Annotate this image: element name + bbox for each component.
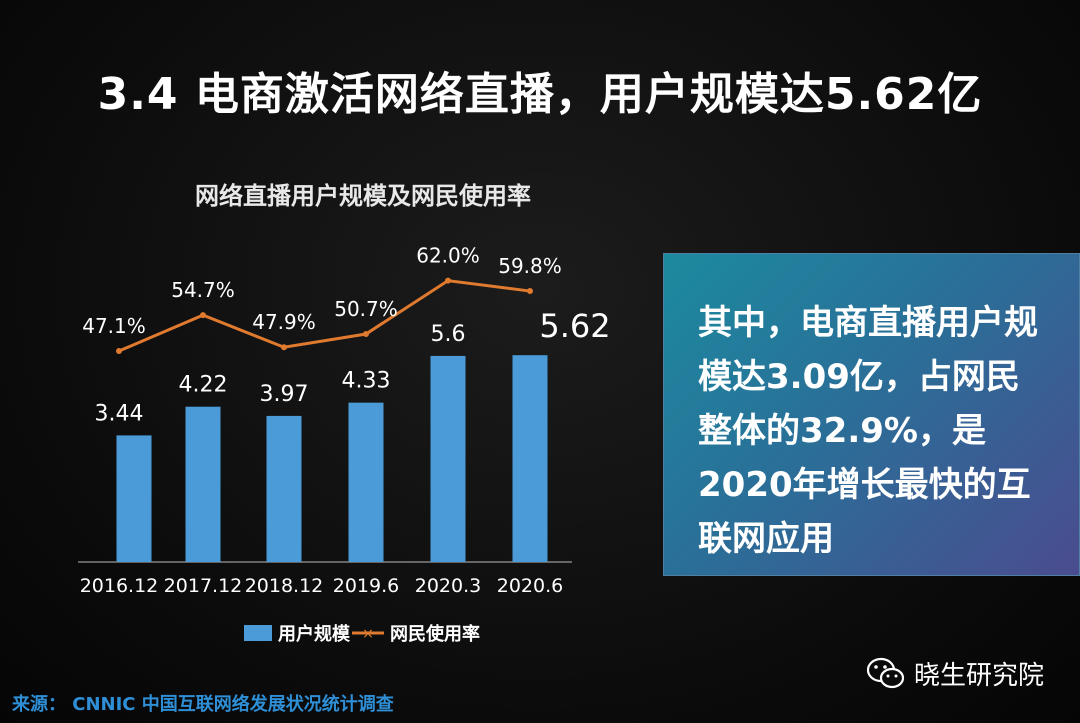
line-point xyxy=(363,331,369,338)
x-tick-label: 2019.6 xyxy=(333,575,399,597)
chart-title: 网络直播用户规模及网民使用率 xyxy=(195,182,531,210)
line-value-label: 47.1% xyxy=(82,314,146,338)
line-point xyxy=(527,288,533,295)
line-point xyxy=(200,312,206,319)
x-tick-label: 2020.6 xyxy=(497,575,563,597)
x-tick-label: 2018.12 xyxy=(245,575,324,597)
legend-marker-line: × xyxy=(362,626,374,642)
x-tick-label: 2020.3 xyxy=(415,575,481,597)
bar-value-label: 3.97 xyxy=(260,382,309,407)
line-value-label: 50.7% xyxy=(334,297,398,321)
source-note: 来源： CNNIC 中国互联网络发展状况统计调查 xyxy=(12,694,394,715)
legend-swatch-bar xyxy=(244,625,272,641)
line-value-label: 62.0% xyxy=(416,244,480,268)
line-value-label: 54.7% xyxy=(171,278,235,302)
watermark: 晓生研究院 xyxy=(866,655,1044,692)
bar-2018.12 xyxy=(266,415,302,562)
bar-value-label: 4.22 xyxy=(179,373,228,398)
callout-box: 其中，电商直播用户规模达3.09亿，占网民整体的32.9%，是2020年增长最快… xyxy=(663,253,1080,576)
legend-label-line: 网民使用率 xyxy=(390,623,480,645)
bar-2019.6 xyxy=(348,402,384,562)
bar-2020.3 xyxy=(430,355,466,562)
line-point xyxy=(281,344,287,351)
bar-value-label: 4.33 xyxy=(342,369,391,394)
legend-label-bar: 用户规模 xyxy=(278,623,351,645)
line-series-usage-rate xyxy=(118,279,531,353)
line-value-label: 59.8% xyxy=(498,254,562,278)
bar-value-label: 3.44 xyxy=(95,401,144,426)
bar-value-label: 5.6 xyxy=(431,322,466,347)
bar-2017.12 xyxy=(185,406,221,562)
wechat-icon xyxy=(866,657,905,688)
line-value-label: 47.9% xyxy=(252,310,316,334)
x-tick-label: 2017.12 xyxy=(164,575,243,597)
bar-2016.12 xyxy=(116,435,152,562)
bar-value-label: 5.62 xyxy=(539,307,610,345)
slide-title: 3.4 电商激活网络直播，用户规模达5.62亿 xyxy=(97,69,983,120)
bar-2020.6 xyxy=(512,355,548,562)
x-tick-label: 2016.12 xyxy=(80,575,159,597)
line-point xyxy=(116,348,122,354)
line-point xyxy=(445,277,451,284)
watermark-label: 晓生研究院 xyxy=(914,661,1045,691)
